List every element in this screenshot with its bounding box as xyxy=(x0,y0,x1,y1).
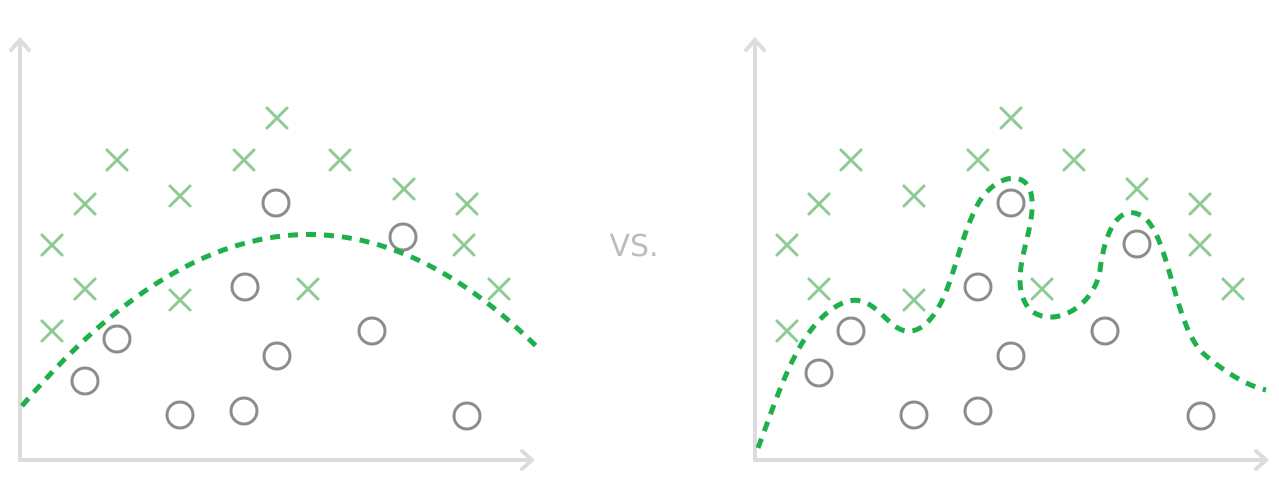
circle xyxy=(388,222,418,252)
circle xyxy=(357,316,387,346)
circle xyxy=(996,188,1026,218)
cross xyxy=(902,184,926,208)
circle xyxy=(899,400,929,430)
crosses xyxy=(775,106,1245,343)
circle xyxy=(165,400,195,430)
cross xyxy=(328,148,352,172)
cross xyxy=(40,233,64,257)
cross xyxy=(105,148,129,172)
cross xyxy=(168,184,192,208)
cross xyxy=(40,319,64,343)
x-axis xyxy=(18,449,535,471)
circle xyxy=(230,272,260,302)
circle xyxy=(102,324,132,354)
cross xyxy=(73,192,97,216)
crosses xyxy=(40,106,511,343)
cross xyxy=(807,192,831,216)
cross xyxy=(296,277,320,301)
y-axis xyxy=(744,37,766,462)
cross xyxy=(839,148,863,172)
cross xyxy=(807,277,831,301)
circle xyxy=(452,401,482,431)
cross xyxy=(1188,233,1212,257)
cross xyxy=(452,233,476,257)
underfit-boundary xyxy=(20,232,540,408)
x-axis xyxy=(753,449,1269,471)
circle xyxy=(963,272,993,302)
cross xyxy=(168,288,192,312)
cross xyxy=(966,148,990,172)
cross xyxy=(455,192,479,216)
circle xyxy=(1186,401,1216,431)
cross xyxy=(1030,277,1054,301)
circle xyxy=(229,396,259,426)
cross xyxy=(999,106,1023,130)
y-axis xyxy=(9,37,31,462)
cross xyxy=(1221,277,1245,301)
cross xyxy=(1188,192,1212,216)
vs-label: VS. xyxy=(609,229,658,264)
circles xyxy=(70,188,482,431)
circle xyxy=(261,188,291,218)
overfit-boundary xyxy=(755,175,1267,449)
circle xyxy=(996,341,1026,371)
cross xyxy=(232,148,256,172)
cross xyxy=(73,277,97,301)
circle xyxy=(963,396,993,426)
cross xyxy=(902,288,926,312)
right-panel xyxy=(744,37,1269,471)
cross xyxy=(775,233,799,257)
circle xyxy=(70,366,100,396)
cross xyxy=(487,277,511,301)
circle xyxy=(836,316,866,346)
circles xyxy=(804,188,1216,431)
circle xyxy=(262,341,292,371)
circle xyxy=(1122,229,1152,259)
cross xyxy=(265,106,289,130)
cross xyxy=(1062,148,1086,172)
cross xyxy=(775,319,799,343)
cross xyxy=(1125,177,1149,201)
left-panel xyxy=(9,37,540,471)
circle xyxy=(804,358,834,388)
cross xyxy=(392,177,416,201)
circle xyxy=(1090,316,1120,346)
